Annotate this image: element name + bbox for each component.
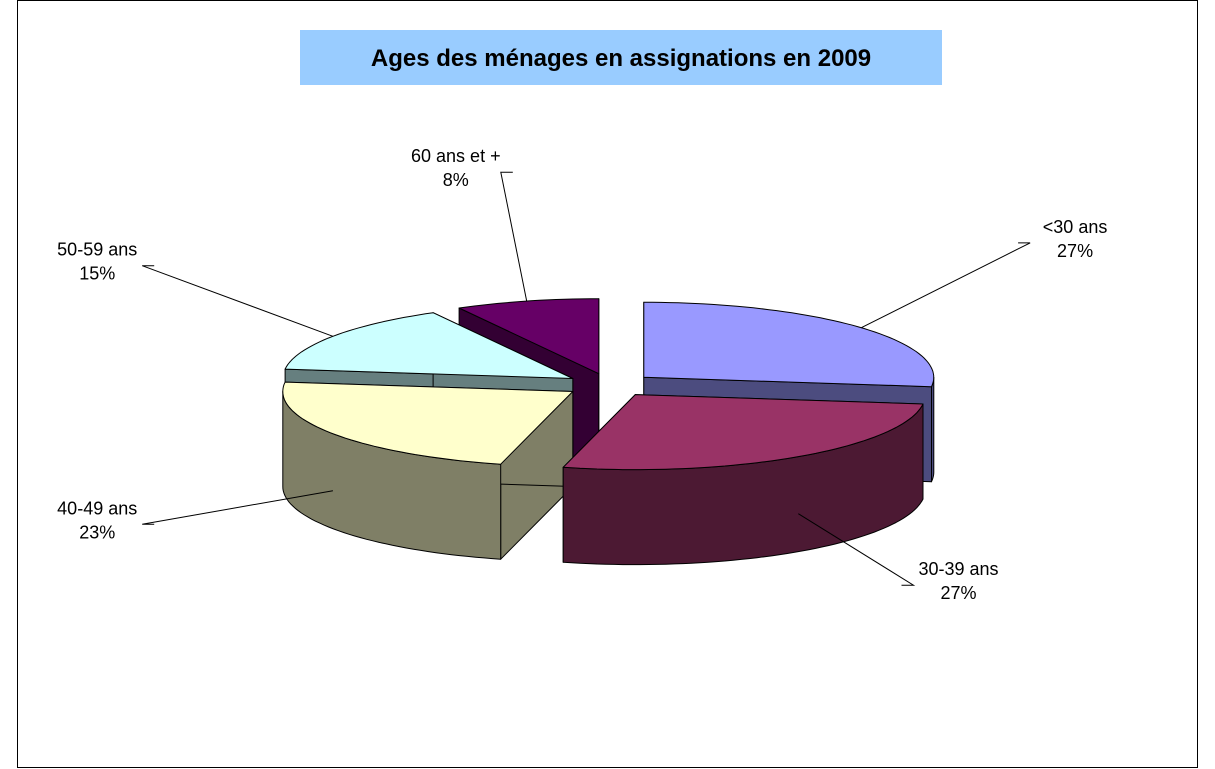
chart-title: Ages des ménages en assignations en 2009 [371, 45, 871, 72]
slice-side [931, 376, 935, 483]
leader-line [142, 265, 334, 337]
leader-line [142, 490, 333, 525]
value-label: 27% [940, 583, 976, 603]
value-label: 8% [443, 170, 469, 190]
value-label: 15% [79, 264, 115, 284]
value-label: 23% [79, 522, 115, 542]
slice-top [282, 381, 574, 465]
slice-top [643, 301, 935, 388]
chart-border [17, 0, 1198, 768]
leader-line [798, 513, 916, 586]
category-label: 40-49 ans [57, 498, 137, 518]
data-label: <30 ans 27% [1043, 217, 1108, 261]
data-label: 40-49 ans 23% [57, 498, 137, 542]
data-label: 30-39 ans 27% [918, 559, 998, 603]
category-label: 50-59 ans [57, 240, 137, 260]
leader-line [861, 242, 1031, 329]
pie-slice [562, 394, 924, 566]
slice-top [562, 394, 924, 471]
title-box [300, 30, 942, 85]
category-label: <30 ans [1043, 217, 1108, 237]
value-label: 27% [1057, 241, 1093, 261]
pie-slice [282, 381, 574, 560]
data-label: 50-59 ans 15% [57, 240, 137, 284]
leader-line [500, 171, 528, 302]
data-label: 60 ans et + 8% [411, 146, 501, 190]
category-label: 60 ans et + [411, 146, 501, 166]
category-label: 30-39 ans [918, 559, 998, 579]
